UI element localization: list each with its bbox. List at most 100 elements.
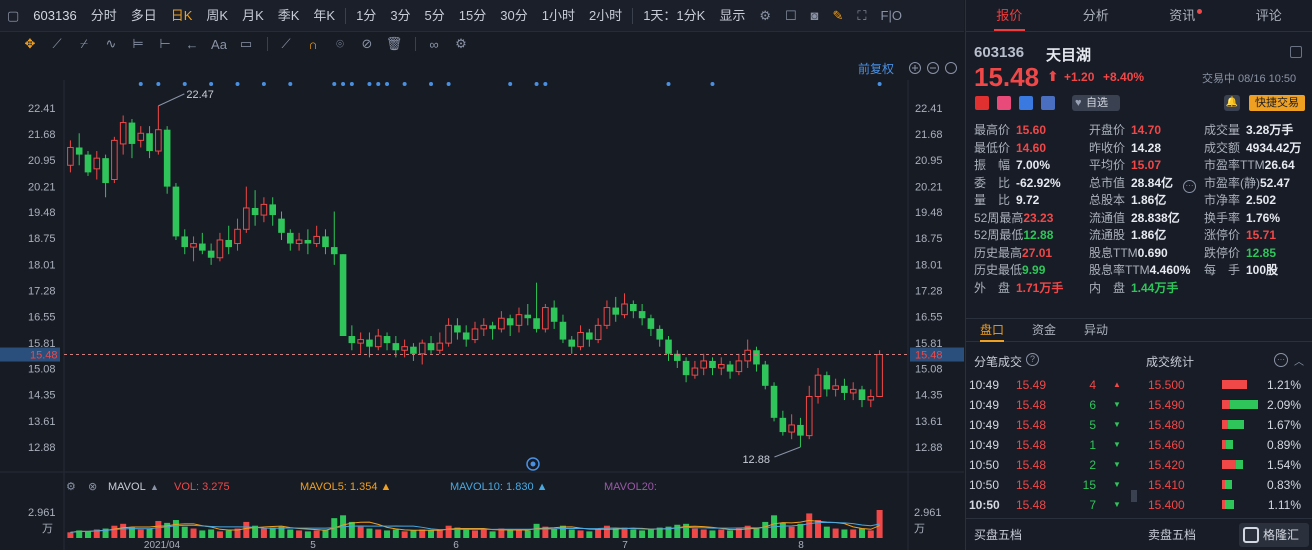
note-icon[interactable]: ▭ bbox=[239, 36, 253, 51]
event-marker[interactable] bbox=[156, 82, 161, 86]
period-5[interactable]: 季K bbox=[277, 7, 300, 23]
mavol10-line bbox=[70, 521, 880, 533]
candle bbox=[199, 232, 206, 255]
bell-icon[interactable]: 🔔 bbox=[1224, 95, 1240, 111]
period-9[interactable]: 5分 bbox=[424, 7, 445, 23]
camera-icon[interactable]: ◙ bbox=[810, 7, 819, 23]
lock-icon[interactable]: ⌾ bbox=[336, 36, 344, 51]
event-marker[interactable] bbox=[376, 82, 381, 86]
stat-pct: 1.54% bbox=[1266, 458, 1301, 472]
tab-1[interactable]: 分析 bbox=[1082, 8, 1109, 23]
move-icon[interactable]: ✥ bbox=[24, 36, 36, 51]
tab-2[interactable]: 资讯 bbox=[1139, 0, 1226, 31]
watchlist-button[interactable]: ♥ 自选 bbox=[1072, 95, 1120, 111]
channel-icon[interactable]: ⌿ bbox=[80, 36, 88, 51]
period-7[interactable]: 1分 bbox=[356, 7, 377, 23]
subtab-2[interactable]: 异动 bbox=[1084, 323, 1109, 337]
tab-0[interactable]: 报价 bbox=[966, 0, 1053, 31]
more-icon[interactable]: ··· bbox=[1183, 180, 1196, 193]
link-icon[interactable]: ∞ bbox=[429, 36, 439, 52]
period-3[interactable]: 周K bbox=[206, 7, 229, 23]
event-marker[interactable] bbox=[446, 82, 451, 86]
subtab-0[interactable]: 盘口 bbox=[966, 319, 1018, 342]
candle bbox=[832, 378, 839, 397]
event-marker[interactable] bbox=[508, 82, 513, 86]
event-marker[interactable] bbox=[261, 82, 266, 86]
period-11[interactable]: 30分 bbox=[500, 7, 528, 23]
zoom-out-icon[interactable] bbox=[927, 62, 939, 74]
candle-body bbox=[286, 232, 294, 244]
event-marker[interactable] bbox=[288, 82, 293, 86]
period-14[interactable]: 1天：1分K bbox=[643, 7, 706, 23]
event-marker[interactable] bbox=[332, 82, 337, 86]
settings-icon[interactable]: ⚙ bbox=[455, 36, 467, 51]
close-icon[interactable] bbox=[945, 62, 957, 74]
event-marker[interactable] bbox=[877, 82, 882, 86]
period-1[interactable]: 多日 bbox=[130, 7, 157, 23]
candle bbox=[445, 318, 452, 347]
event-marker[interactable] bbox=[209, 82, 214, 86]
indicator-dropdown-icon[interactable]: ▲ bbox=[150, 482, 159, 492]
event-marker[interactable] bbox=[367, 82, 372, 86]
candle-body bbox=[559, 321, 567, 340]
arrow-icon[interactable]: ← bbox=[185, 36, 199, 52]
checkbox-icon[interactable]: ☐ bbox=[785, 7, 797, 23]
period-13[interactable]: 2小时 bbox=[588, 7, 623, 23]
period-0[interactable]: 分时 bbox=[90, 7, 117, 23]
candle-body bbox=[788, 424, 795, 433]
help-icon[interactable]: ? bbox=[1026, 353, 1039, 366]
period-2[interactable]: 日K bbox=[170, 7, 193, 23]
subtab-1[interactable]: 资金 bbox=[1032, 323, 1057, 337]
locate-icon[interactable] bbox=[526, 457, 540, 471]
popout-icon[interactable] bbox=[1290, 46, 1302, 58]
event-marker[interactable] bbox=[543, 82, 548, 86]
fib-icon[interactable]: ⊨ bbox=[132, 36, 144, 51]
fullscreen-icon[interactable]: ⛶ bbox=[857, 7, 867, 23]
settings-icon[interactable]: ⚙ bbox=[66, 481, 76, 493]
event-marker[interactable] bbox=[341, 82, 346, 86]
kline-chart[interactable]: 22.41 22.41 21.68 21.68 20.95 20.95 20.21 20.21… bbox=[0, 56, 964, 550]
ask-label[interactable]: 卖盘五档 bbox=[1148, 528, 1197, 542]
hide-icon[interactable]: ⊘ bbox=[361, 36, 373, 51]
bid-label[interactable]: 买盘五档 bbox=[974, 528, 1023, 542]
event-marker[interactable] bbox=[138, 82, 143, 86]
event-marker[interactable] bbox=[402, 82, 407, 86]
period-15[interactable]: 显示 bbox=[719, 7, 746, 23]
range-icon[interactable]: ⊢ bbox=[159, 36, 171, 51]
adjust-label[interactable]: 前复权 bbox=[858, 61, 894, 76]
pen-icon[interactable]: ✎ bbox=[832, 7, 844, 23]
candle bbox=[735, 353, 743, 376]
event-marker[interactable] bbox=[182, 82, 187, 86]
event-marker[interactable] bbox=[349, 82, 354, 86]
pen-icon[interactable]: ⟋ bbox=[281, 36, 291, 51]
period-10[interactable]: 15分 bbox=[458, 7, 487, 23]
f10-button[interactable]: F|O bbox=[880, 7, 902, 23]
event-marker[interactable] bbox=[534, 82, 539, 86]
event-marker[interactable] bbox=[429, 82, 434, 86]
event-marker[interactable] bbox=[710, 82, 715, 86]
tick-time: 10:50 bbox=[969, 498, 1000, 512]
period-6[interactable]: 年K bbox=[313, 7, 336, 23]
event-marker[interactable] bbox=[385, 82, 390, 86]
options-icon[interactable]: ··· bbox=[1274, 353, 1288, 367]
chevron-up-icon[interactable]: ︿ bbox=[1294, 357, 1304, 368]
scrollbar[interactable] bbox=[1131, 490, 1137, 502]
period-12[interactable]: 1小时 bbox=[541, 7, 575, 23]
event-marker[interactable] bbox=[235, 82, 240, 86]
wave-icon[interactable]: ∿ bbox=[105, 36, 117, 51]
stock-code-tab[interactable]: 603136 bbox=[33, 7, 77, 23]
close-indicator-icon[interactable]: ⊗ bbox=[88, 481, 97, 493]
period-8[interactable]: 3分 bbox=[390, 7, 411, 23]
magnet-icon[interactable]: ∩ bbox=[308, 36, 318, 52]
sidebar-toggle-icon[interactable]: ▢ bbox=[7, 7, 20, 23]
indicator-name[interactable]: MAVOL bbox=[108, 481, 146, 493]
text-icon[interactable]: Aa bbox=[211, 36, 227, 52]
delete-icon[interactable]: 🗑 bbox=[385, 36, 403, 51]
period-4[interactable]: 月K bbox=[242, 7, 264, 23]
line-icon[interactable]: ⟋ bbox=[52, 36, 62, 51]
tab-3[interactable]: 评论 bbox=[1255, 8, 1282, 23]
gear-icon[interactable]: ⚙ bbox=[759, 7, 771, 23]
zoom-in-icon[interactable] bbox=[909, 62, 921, 74]
quick-trade-button[interactable]: 快捷交易 bbox=[1249, 95, 1305, 111]
event-marker[interactable] bbox=[666, 82, 671, 86]
